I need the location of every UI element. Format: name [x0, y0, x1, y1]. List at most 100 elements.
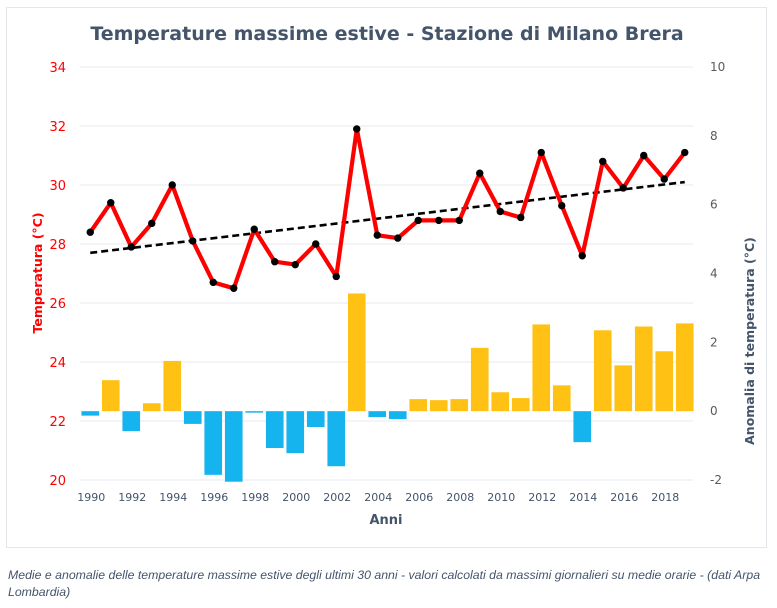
anomaly-bar-positive	[593, 330, 612, 412]
left-tick-label: 26	[49, 297, 66, 312]
anomaly-bar-positive	[450, 399, 469, 412]
anomaly-bar-positive	[634, 326, 653, 412]
temperature-line	[88, 126, 687, 291]
temperature-marker	[640, 151, 648, 160]
x-tick-label: 2018	[651, 491, 679, 504]
anomaly-bar-negative	[265, 411, 284, 448]
right-tick-label: 6	[710, 198, 718, 212]
temperature-marker	[230, 284, 238, 292]
anomaly-bar-positive	[675, 323, 694, 412]
anomaly-bar-positive	[614, 365, 633, 412]
left-axis-title: Temperatura (°C)	[30, 212, 45, 333]
temperature-marker	[312, 240, 320, 248]
left-tick-label: 20	[49, 474, 66, 489]
temperature-marker	[394, 234, 402, 242]
temperature-marker	[414, 216, 422, 225]
right-tick-label: 4	[710, 267, 718, 281]
chart-title: Temperature massime estive - Stazione di…	[90, 23, 683, 45]
temperature-marker	[619, 184, 627, 192]
left-tick-label: 30	[49, 179, 66, 194]
anomaly-bar-positive	[347, 293, 366, 412]
left-tick-label: 28	[49, 238, 66, 253]
gridlines	[80, 66, 693, 481]
anomaly-bar-positive	[429, 400, 448, 412]
anomaly-bar-negative	[224, 411, 243, 482]
x-tick-label: 2004	[364, 491, 392, 504]
anomaly-bar-negative	[81, 411, 100, 416]
x-axis-title: Anni	[369, 513, 402, 528]
anomaly-bar-negative	[573, 411, 592, 443]
left-tick-label: 34	[49, 61, 66, 76]
x-tick-label: 2000	[282, 491, 310, 504]
anomaly-bar-negative	[368, 411, 387, 418]
temperature-marker	[107, 199, 115, 207]
anomaly-bar-positive	[552, 385, 571, 412]
temperature-marker	[332, 272, 340, 281]
temperature-marker	[373, 231, 381, 239]
temperature-marker	[496, 207, 504, 216]
anomaly-bar-positive	[409, 399, 428, 412]
right-tick-label: 8	[710, 129, 718, 143]
temperature-marker	[127, 243, 135, 251]
temperature-marker	[578, 252, 586, 260]
x-tick-label: 1992	[118, 491, 146, 504]
anomaly-bar-positive	[511, 398, 530, 412]
x-tick-label: 2016	[610, 491, 638, 504]
x-tick-label: 1990	[77, 491, 105, 504]
x-tick-label: 2010	[487, 491, 515, 504]
temperature-marker	[353, 125, 361, 133]
temperature-marker	[537, 148, 545, 157]
x-tick-label: 1996	[200, 491, 228, 504]
x-tick-label: 2002	[323, 491, 351, 504]
x-tick-label: 1994	[159, 491, 187, 504]
anomaly-bar-positive	[470, 347, 489, 412]
x-tick-label: 2006	[405, 491, 433, 504]
anomaly-bar-positive	[491, 392, 510, 412]
left-tick-label: 24	[49, 356, 66, 371]
temperature-marker	[558, 201, 566, 210]
x-tick-label: 2008	[446, 491, 474, 504]
right-tick-label: 2	[710, 335, 718, 349]
anomaly-bar-negative	[327, 411, 346, 467]
anomaly-bar-positive	[101, 380, 120, 412]
anomaly-bar-negative	[286, 411, 305, 454]
temperature-marker	[435, 216, 443, 225]
temperature-marker	[455, 216, 463, 225]
left-axis-ticks: 20 22 24 26 28 30 32 34	[49, 61, 66, 489]
left-tick-label: 22	[49, 415, 66, 430]
right-axis-ticks: -2 0 2 4 6 8 10	[710, 60, 725, 487]
temperature-marker	[250, 225, 258, 233]
temperature-marker	[86, 228, 94, 236]
temperature-markers	[86, 125, 689, 292]
temperature-line-group	[88, 126, 687, 291]
temperature-marker	[517, 213, 525, 222]
anomaly-bar-negative	[204, 411, 223, 475]
right-axis-title: Anomalia di temperatura (°C)	[742, 237, 757, 445]
anomaly-bar-negative	[306, 411, 325, 427]
anomaly-bar-negative	[245, 411, 264, 413]
chart: Temperature massime estive - Stazione di…	[30, 23, 757, 528]
temperature-marker	[271, 258, 279, 266]
temperature-marker	[681, 148, 689, 157]
chart-frame	[6, 7, 767, 548]
anomaly-bar-positive	[163, 360, 182, 412]
temperature-marker	[209, 278, 217, 287]
anomaly-bar-positive	[655, 351, 674, 412]
right-tick-label: 0	[710, 404, 718, 418]
anomaly-bar-negative	[122, 411, 141, 432]
temperature-marker	[189, 237, 197, 245]
x-axis-ticks: 1990 1992 1994 1996 1998 2000 2002 2004 2006 2008…	[77, 491, 679, 504]
temperature-marker	[599, 157, 607, 166]
chart-caption: Medie e anomalie delle temperature massi…	[8, 568, 761, 599]
temperature-marker	[148, 219, 156, 228]
right-tick-label: 10	[710, 60, 725, 74]
anomaly-bar-positive	[142, 403, 161, 412]
right-tick-label: -2	[710, 473, 722, 487]
temperature-marker	[168, 181, 176, 189]
x-tick-label: 2014	[569, 491, 597, 504]
temperature-marker	[291, 260, 299, 269]
temperature-marker	[476, 169, 484, 177]
anomaly-bar-negative	[388, 411, 407, 420]
left-tick-label: 32	[49, 120, 66, 135]
x-tick-label: 1998	[241, 491, 269, 504]
